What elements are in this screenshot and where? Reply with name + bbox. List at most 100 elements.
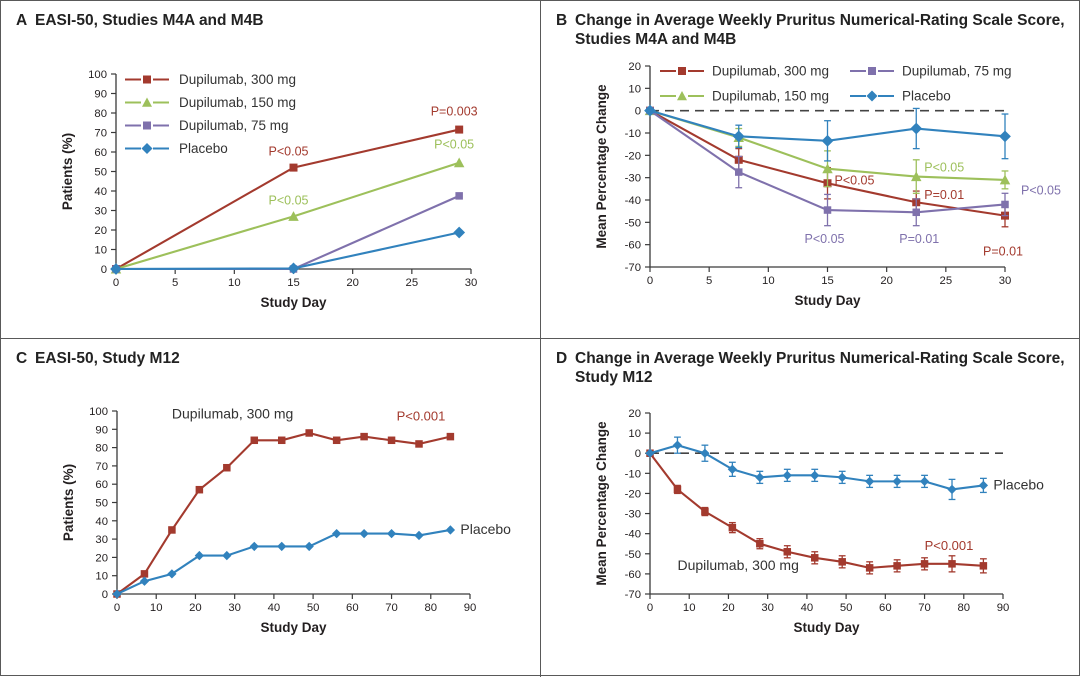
- svg-text:20: 20: [722, 602, 735, 614]
- svg-text:100: 100: [88, 69, 107, 81]
- svg-text:5: 5: [706, 275, 712, 287]
- svg-text:10: 10: [628, 428, 641, 440]
- svg-text:Dupilumab, 75 mg: Dupilumab, 75 mg: [902, 64, 1012, 79]
- svg-text:-50: -50: [625, 217, 641, 229]
- svg-text:50: 50: [95, 498, 108, 510]
- svg-text:-50: -50: [625, 549, 641, 561]
- svg-text:P<0.05: P<0.05: [924, 161, 964, 175]
- svg-text:70: 70: [95, 461, 108, 473]
- svg-text:P<0.05: P<0.05: [434, 138, 474, 152]
- svg-text:P<0.05: P<0.05: [835, 173, 875, 187]
- svg-text:60: 60: [95, 479, 108, 491]
- svg-text:70: 70: [94, 128, 107, 140]
- svg-text:P<0.05: P<0.05: [1021, 183, 1061, 197]
- svg-text:Dupilumab, 300 mg: Dupilumab, 300 mg: [179, 72, 296, 87]
- svg-text:Dupilumab, 150 mg: Dupilumab, 150 mg: [179, 95, 296, 110]
- svg-text:20: 20: [628, 61, 641, 73]
- svg-text:40: 40: [94, 186, 107, 198]
- svg-text:Mean Percentage Change: Mean Percentage Change: [594, 84, 609, 249]
- svg-text:60: 60: [94, 147, 107, 159]
- svg-text:-30: -30: [625, 509, 641, 521]
- svg-text:P=0.01: P=0.01: [924, 188, 964, 202]
- svg-text:0: 0: [113, 277, 119, 289]
- svg-text:0: 0: [635, 106, 641, 118]
- svg-text:15: 15: [287, 277, 300, 289]
- svg-text:-10: -10: [625, 468, 641, 480]
- svg-text:15: 15: [821, 275, 834, 287]
- svg-text:P<0.001: P<0.001: [397, 409, 446, 424]
- svg-text:Mean Percentage Change: Mean Percentage Change: [594, 421, 609, 586]
- svg-text:25: 25: [406, 277, 419, 289]
- svg-text:10: 10: [150, 602, 163, 614]
- svg-text:P=0.003: P=0.003: [431, 105, 478, 119]
- svg-text:80: 80: [957, 602, 970, 614]
- svg-text:30: 30: [94, 206, 107, 218]
- svg-text:P=0.01: P=0.01: [983, 245, 1023, 259]
- svg-text:Dupilumab, 300 mg: Dupilumab, 300 mg: [712, 64, 829, 79]
- svg-text:Patients (%): Patients (%): [60, 133, 75, 210]
- svg-text:10: 10: [628, 83, 641, 95]
- svg-text:10: 10: [762, 275, 775, 287]
- svg-text:80: 80: [94, 108, 107, 120]
- svg-text:Study Day: Study Day: [794, 293, 861, 308]
- svg-text:-40: -40: [625, 195, 641, 207]
- svg-text:40: 40: [95, 516, 108, 528]
- svg-text:90: 90: [464, 602, 477, 614]
- svg-text:P=0.01: P=0.01: [899, 232, 939, 246]
- svg-text:60: 60: [346, 602, 359, 614]
- svg-text:30: 30: [761, 602, 774, 614]
- svg-text:Dupilumab, 300 mg: Dupilumab, 300 mg: [172, 405, 293, 421]
- svg-text:50: 50: [840, 602, 853, 614]
- svg-text:90: 90: [997, 602, 1010, 614]
- svg-text:-40: -40: [625, 529, 641, 541]
- svg-text:Placebo: Placebo: [460, 521, 511, 537]
- svg-text:-60: -60: [625, 569, 641, 581]
- svg-text:-30: -30: [625, 173, 641, 185]
- svg-text:10: 10: [683, 602, 696, 614]
- svg-text:-20: -20: [625, 150, 641, 162]
- svg-text:-20: -20: [625, 488, 641, 500]
- svg-text:Patients (%): Patients (%): [61, 464, 76, 541]
- svg-text:40: 40: [268, 602, 281, 614]
- svg-text:5: 5: [172, 277, 178, 289]
- svg-text:10: 10: [94, 245, 107, 257]
- svg-text:20: 20: [189, 602, 202, 614]
- svg-text:30: 30: [228, 602, 241, 614]
- svg-text:0: 0: [102, 589, 108, 601]
- svg-text:80: 80: [95, 443, 108, 455]
- svg-text:90: 90: [94, 89, 107, 101]
- svg-text:25: 25: [940, 275, 953, 287]
- svg-text:Dupilumab, 150 mg: Dupilumab, 150 mg: [712, 89, 829, 104]
- svg-text:P<0.05: P<0.05: [805, 232, 845, 246]
- svg-text:100: 100: [89, 406, 108, 418]
- svg-text:90: 90: [95, 424, 108, 436]
- svg-text:-70: -70: [625, 262, 641, 274]
- svg-text:30: 30: [465, 277, 478, 289]
- svg-text:30: 30: [95, 534, 108, 546]
- svg-text:0: 0: [101, 264, 107, 276]
- svg-text:30: 30: [999, 275, 1012, 287]
- svg-text:50: 50: [307, 602, 320, 614]
- svg-text:-10: -10: [625, 128, 641, 140]
- svg-text:-70: -70: [625, 589, 641, 601]
- svg-text:10: 10: [95, 571, 108, 583]
- svg-text:0: 0: [647, 602, 653, 614]
- svg-text:P<0.05: P<0.05: [269, 193, 309, 207]
- svg-text:Study Day: Study Day: [260, 295, 327, 310]
- svg-text:Study Day: Study Day: [260, 620, 327, 635]
- svg-text:40: 40: [801, 602, 814, 614]
- svg-text:Placebo: Placebo: [902, 89, 951, 104]
- svg-text:0: 0: [114, 602, 120, 614]
- svg-text:0: 0: [647, 275, 653, 287]
- svg-text:-60: -60: [625, 240, 641, 252]
- svg-text:50: 50: [94, 167, 107, 179]
- svg-text:70: 70: [385, 602, 398, 614]
- svg-text:P<0.05: P<0.05: [269, 145, 309, 159]
- svg-text:0: 0: [635, 448, 641, 460]
- svg-text:10: 10: [228, 277, 241, 289]
- svg-text:Placebo: Placebo: [993, 476, 1044, 492]
- svg-text:20: 20: [346, 277, 359, 289]
- svg-text:20: 20: [880, 275, 893, 287]
- svg-text:Placebo: Placebo: [179, 141, 228, 156]
- svg-text:20: 20: [95, 552, 108, 564]
